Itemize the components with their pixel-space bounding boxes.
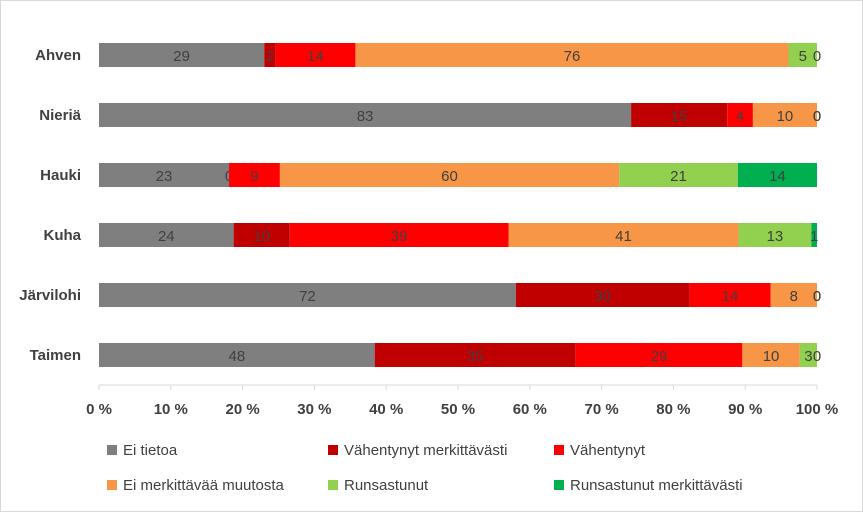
legend: Ei tietoa Vähentynyt merkittävästi Vähenty… [107,442,743,494]
data-label-kuha-vahentynyt: 39 [391,228,408,245]
data-label-nieria-runsastunut-merkittavasti: 0 [813,108,821,125]
data-label-taimen-ei-tietoa: 48 [229,348,246,365]
data-label-hauki-runsastunut: 21 [670,168,687,185]
x-tick-label: 90 % [728,401,762,418]
bars-layer: 2921476508315410002309602114241039411317… [99,43,821,367]
data-label-jarvilohi-runsastunut: 0 [813,288,821,305]
data-label-taimen-vahentynyt-merkittavasti: 35 [467,348,484,365]
data-label-kuha-runsastunut-merkittavasti: 1 [810,228,818,245]
bar-segment-jarvilohi-vahentynyt [689,283,771,307]
category-label-jarvilohi: Järvilohi [19,287,81,304]
data-label-nieria-ei-merkittavaa-muutosta: 10 [777,108,794,125]
legend-label-runsastunut-merkittavasti: Runsastunut merkittävästi [570,477,743,494]
bar-segment-ahven-ei-tietoa [99,43,265,67]
data-label-ahven-runsastunut: 5 [799,48,807,65]
bar-segment-ahven-ei-merkittavaa-muutosta [355,43,789,67]
x-tick-label: 0 % [86,401,112,418]
data-label-jarvilohi-vahentynyt: 14 [722,288,739,305]
legend-swatch-vahentynyt-merkittavasti [328,445,338,455]
legend-label-vahentynyt: Vähentynyt [570,442,646,459]
bar-segment-hauki-vahentynyt [229,163,280,187]
x-tick-label: 80 % [656,401,690,418]
bar-segment-nieria-vahentynyt [727,103,753,127]
data-label-jarvilohi-vahentynyt-merkittavasti: 30 [594,288,611,305]
data-label-nieria-vahentynyt-merkittavasti: 15 [671,108,688,125]
bar-segment-ahven-vahentynyt [275,43,356,67]
bar-segment-ahven-runsastunut [788,43,817,67]
x-tick-label: 10 % [154,401,188,418]
data-label-taimen-vahentynyt: 29 [651,348,668,365]
data-label-kuha-runsastunut: 13 [767,228,784,245]
data-label-ahven-vahentynyt: 14 [307,48,324,65]
legend-label-runsastunut: Runsastunut [344,477,429,494]
data-label-kuha-ei-merkittavaa-muutosta: 41 [615,228,632,245]
bar-segment-kuha-vahentynyt [289,223,509,247]
legend-swatch-ei-merkittavaa-muutosta [107,480,117,490]
data-label-hauki-ei-merkittavaa-muutosta: 60 [441,168,458,185]
category-label-taimen: Taimen [30,347,81,364]
data-label-jarvilohi-runsastunut-merkittavasti: 0 [813,288,821,305]
category-label-kuha: Kuha [44,227,82,244]
legend-swatch-runsastunut [328,480,338,490]
bar-segment-nieria-vahentynyt-merkittavasti [631,103,728,127]
data-label-hauki-runsastunut-merkittavasti: 14 [769,168,786,185]
bar-segment-kuha-ei-tietoa [99,223,234,247]
data-label-taimen-runsastunut: 3 [804,348,812,365]
data-label-nieria-vahentynyt: 4 [736,108,744,125]
bar-segment-hauki-runsastunut [619,163,738,187]
data-label-kuha-vahentynyt-merkittavasti: 10 [253,228,270,245]
category-axis: Ahven Nieriä Hauki Kuha Järvilohi Taimen [19,47,81,364]
bar-segment-nieria-ei-merkittavaa-muutosta [752,103,817,127]
data-label-nieria-ei-tietoa: 83 [357,108,374,125]
x-tick-label: 60 % [513,401,547,418]
bar-segment-hauki-ei-merkittavaa-muutosta [279,163,620,187]
data-label-hauki-vahentynyt: 9 [250,168,258,185]
category-label-hauki: Hauki [40,167,81,184]
bar-segment-taimen-vahentynyt [575,343,743,367]
legend-swatch-ei-tietoa [107,445,117,455]
category-label-ahven: Ahven [35,47,81,64]
legend-swatch-vahentynyt [554,445,564,455]
x-tick-label: 20 % [225,401,259,418]
data-label-jarvilohi-ei-merkittavaa-muutosta: 8 [790,288,798,305]
legend-label-ei-tietoa: Ei tietoa [123,442,178,459]
bar-segment-kuha-runsastunut [738,223,812,247]
data-label-jarvilohi-ei-tietoa: 72 [299,288,316,305]
data-label-taimen-ei-merkittavaa-muutosta: 10 [763,348,780,365]
x-tick-label: 40 % [369,401,403,418]
data-label-ahven-vahentynyt-merkittavasti: 2 [266,48,274,65]
category-label-nieria: Nieriä [39,107,81,124]
data-label-taimen-runsastunut-merkittavasti: 0 [813,348,821,365]
bar-segment-taimen-runsastunut [799,343,817,367]
bar-segment-kuha-ei-merkittavaa-muutosta [508,223,739,247]
data-label-hauki-ei-tietoa: 23 [156,168,173,185]
bar-segment-jarvilohi-vahentynyt-merkittavasti [515,283,690,307]
x-tick-label: 30 % [297,401,331,418]
legend-label-ei-merkittavaa-muutosta: Ei merkittävää muutosta [123,477,285,494]
bar-segment-ahven-vahentynyt-merkittavasti [264,43,276,67]
bar-segment-kuha-vahentynyt-merkittavasti [233,223,290,247]
bar-segment-hauki-runsastunut-merkittavasti [737,163,817,187]
data-label-kuha-ei-tietoa: 24 [158,228,175,245]
bar-segment-kuha-runsastunut-merkittavasti [811,223,817,247]
bar-segment-taimen-vahentynyt-merkittavasti [374,343,576,367]
data-label-ahven-ei-tietoa: 29 [173,48,190,65]
bar-segment-taimen-ei-merkittavaa-muutosta [742,343,800,367]
data-label-nieria-runsastunut: 0 [813,108,821,125]
data-label-ahven-ei-merkittavaa-muutosta: 76 [564,48,581,65]
data-label-ahven-runsastunut-merkittavasti: 0 [813,48,821,65]
bar-segment-hauki-ei-tietoa [99,163,230,187]
bar-segment-jarvilohi-ei-merkittavaa-muutosta [770,283,817,307]
x-tick-label: 50 % [441,401,475,418]
bar-segment-jarvilohi-ei-tietoa [99,283,516,307]
x-tick-label: 100 % [796,401,839,418]
x-axis: 0 % 10 % 20 % 30 % 40 % 50 % 60 % 70 % 80 % 90 % 1… [86,384,839,418]
bar-segment-nieria-ei-tietoa [99,103,632,127]
legend-label-vahentynyt-merkittavasti: Vähentynyt merkittävästi [344,442,507,459]
x-tick-label: 70 % [584,401,618,418]
legend-swatch-runsastunut-merkittavasti [554,480,564,490]
bar-segment-taimen-ei-tietoa [99,343,375,367]
